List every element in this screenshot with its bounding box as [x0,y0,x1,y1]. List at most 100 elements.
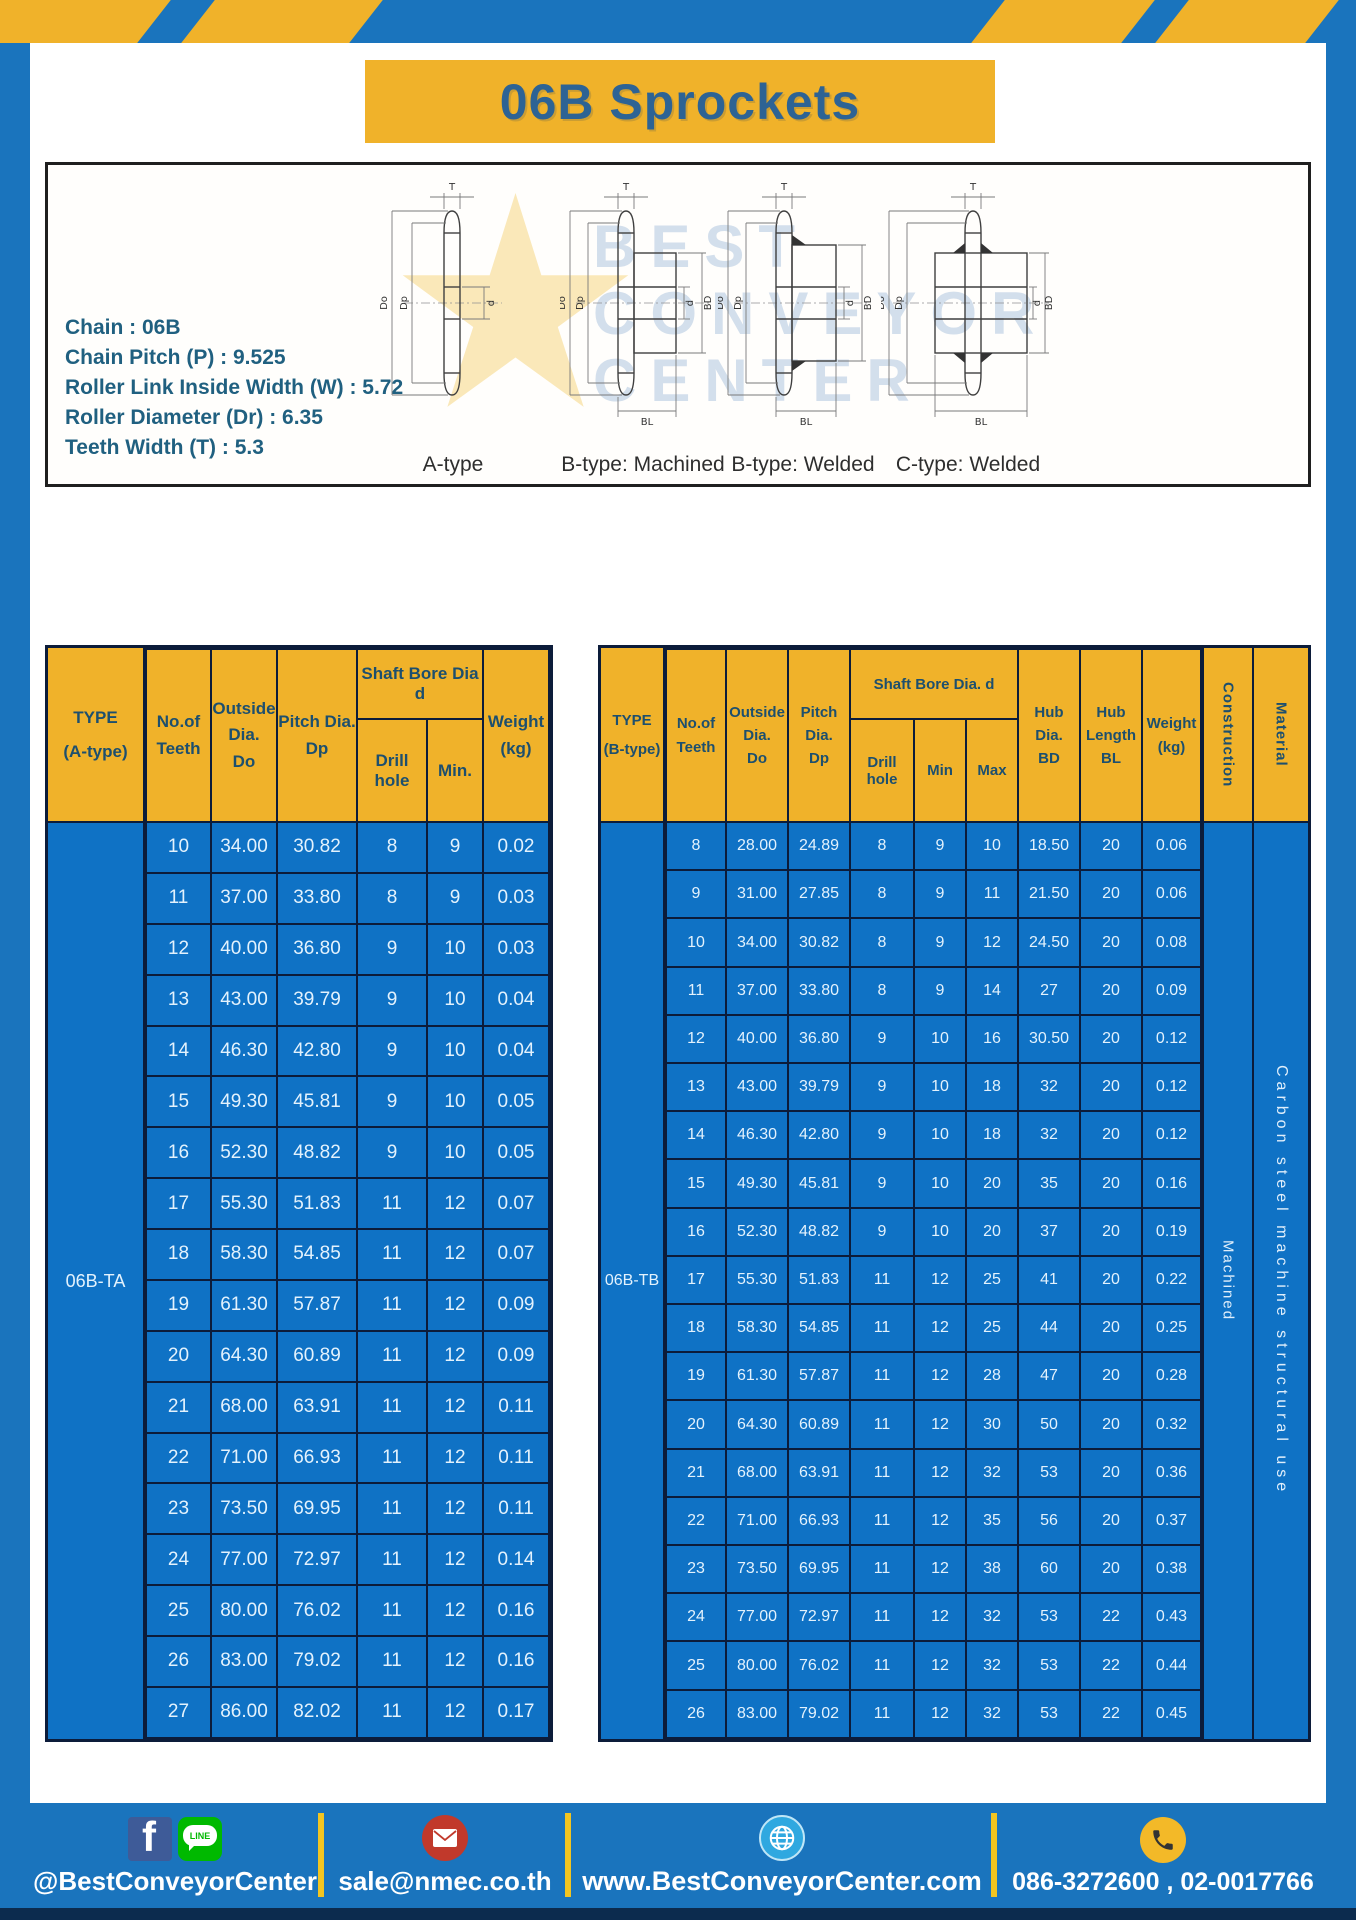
table-cell: 35 [1017,1158,1081,1209]
column-header-drill-hole: Drill hole [356,718,428,823]
footer-divider [991,1813,997,1897]
table-cell: 0.43 [1141,1592,1202,1643]
table-row: 24 77.00 72.97 11 12 32 53 22 0.43 [665,1592,1202,1643]
table-a-type-column: TYPE (A-type) 06B-TA [48,648,145,1739]
table-row: 14 46.30 42.80 9 10 18 32 20 0.12 [665,1110,1202,1161]
table-cell: 53 [1017,1640,1081,1691]
table-cell: 11 [356,1431,428,1485]
c-type-welded-drawing: Do Dp T d BD BL [876,179,1056,434]
svg-text:BL: BL [975,417,988,428]
table-cell: 45.81 [276,1075,358,1129]
table-cell: 53 [1017,1592,1081,1643]
table-b-type-column: TYPE (B-type) 06B-TB [601,648,665,1739]
svg-text:Dp: Dp [894,296,905,310]
table-row: 15 49.30 45.81 9 10 0.05 [145,1075,550,1129]
table-cell: 16 [145,1126,212,1180]
svg-text:T: T [448,182,456,193]
table-cell: 12 [426,1584,484,1637]
table-cell: 20 [1079,917,1143,968]
table-cell: 11 [356,1177,428,1230]
table-row: 17 55.30 51.83 11 12 25 41 20 0.22 [665,1254,1202,1306]
column-header-outside-dia: Outside Dia. Do [725,648,789,823]
table-cell: 37.00 [210,871,278,925]
table-cell: 0.45 [1141,1688,1202,1740]
table-row: 10 34.00 30.82 8 9 12 24.50 20 0.08 [665,917,1202,968]
table-cell: 18 [665,1303,727,1354]
table-cell: 33.80 [787,965,851,1016]
table-cell: 18.50 [1017,820,1081,872]
table-cell: 61.30 [725,1351,789,1402]
table-cell: 0.11 [482,1431,550,1485]
table-cell: 63.91 [276,1380,358,1434]
stripe-decoration [171,0,393,43]
table-row: 22 71.00 66.93 11 12 0.11 [145,1431,550,1485]
table-cell: 12 [426,1431,484,1485]
table-cell: 9 [913,965,967,1016]
svg-text:Dp: Dp [733,296,744,310]
table-cell: 22 [145,1431,212,1485]
table-cell: 33.80 [276,871,358,925]
table-cell: 61.30 [210,1278,278,1332]
svg-text:Dp: Dp [575,296,586,310]
phone-numbers: 086-3272600 , 02-0017766 [1012,1868,1314,1896]
spec-line: Teeth Width (T) : 5.3 [65,436,264,459]
table-cell: 11 [849,1592,915,1643]
table-cell: 20 [1079,965,1143,1016]
table-cell: 11 [356,1584,428,1637]
a-type-drawing: Do Dp d T [378,179,528,434]
table-cell: 27 [145,1685,212,1740]
table-cell: 39.79 [787,1062,851,1113]
table-cell: 37 [1017,1206,1081,1257]
table-cell: 82.02 [276,1685,358,1740]
table-row: 15 49.30 45.81 9 10 20 35 20 0.16 [665,1158,1202,1209]
table-cell: 63.91 [787,1447,851,1498]
table-cell: 19 [145,1278,212,1332]
table-cell: 24.50 [1017,917,1081,968]
table-cell: 43.00 [210,973,278,1027]
table-cell: 77.00 [725,1592,789,1643]
table-cell: 48.82 [276,1126,358,1180]
table-cell: 9 [913,820,967,872]
table-cell: 12 [913,1592,967,1643]
table-cell: 12 [426,1635,484,1688]
facebook-icon: f [128,1817,172,1861]
table-cell: 73.50 [725,1544,789,1595]
column-header-pitch-dia: Pitch Dia. Dp [787,648,851,823]
table-row: 12 40.00 36.80 9 10 0.03 [145,922,550,976]
table-cell: 80.00 [210,1584,278,1637]
table-cell: 0.03 [482,922,550,976]
table-a-type: TYPE (A-type) 06B-TA No.of Teeth Outside D… [45,645,553,1742]
table-row: 13 43.00 39.79 9 10 0.04 [145,973,550,1027]
column-header-teeth: No.of Teeth [145,648,212,823]
table-cell: 12 [426,1482,484,1536]
table-cell: 58.30 [210,1228,278,1281]
table-cell: 64.30 [725,1399,789,1450]
spec-line: Chain : 06B [65,316,181,339]
table-cell: 79.02 [787,1688,851,1740]
table-cell: 12 [965,917,1019,968]
table-cell: 8 [849,820,915,872]
table-cell: 0.19 [1141,1206,1202,1257]
table-cell: 0.11 [482,1482,550,1536]
footer-divider [318,1813,324,1897]
table-cell: 40.00 [725,1013,789,1065]
table-cell: 11 [356,1278,428,1332]
table-cell: 12 [426,1329,484,1383]
table-cell: 9 [849,1110,915,1161]
table-cell: 9 [913,917,967,968]
table-cell: 17 [665,1254,727,1306]
table-cell: 25 [965,1303,1019,1354]
table-cell: 79.02 [276,1635,358,1688]
svg-text:Do: Do [560,296,568,310]
watermark-text: BEST CONVEYOR CENTER [593,213,1049,415]
table-cell: 12 [426,1533,484,1587]
column-header-outside-dia: Outside Dia. Do [210,648,278,823]
table-cell: 11 [356,1380,428,1434]
table-cell: 32 [965,1447,1019,1498]
table-cell: 60.89 [787,1399,851,1450]
table-a-type-value: 06B-TA [65,1270,126,1291]
table-cell: 13 [145,973,212,1027]
table-cell: 0.32 [1141,1399,1202,1450]
table-cell: 12 [913,1495,967,1547]
